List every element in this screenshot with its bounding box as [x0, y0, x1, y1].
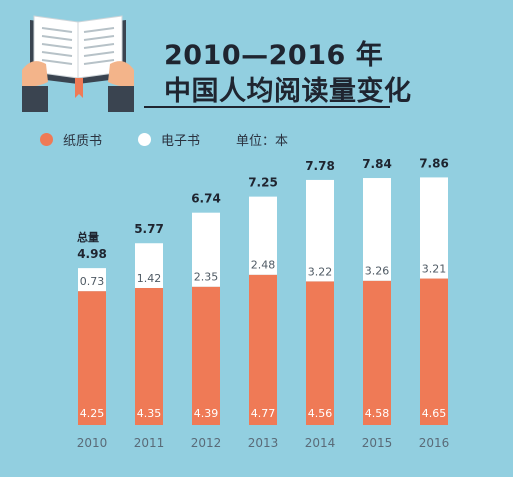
x-tick-label-2015: 2015	[362, 436, 393, 450]
x-tick-label-2011: 2011	[134, 436, 165, 450]
bar-ebook-2014	[306, 179, 334, 282]
total-label-2012: 6.74	[191, 192, 221, 206]
data-label-ebook-2015: 3.26	[365, 265, 390, 278]
x-tick-label-2014: 2014	[305, 436, 336, 450]
legend-label-paper: 纸质书	[63, 134, 103, 149]
unit-label: 单位：本	[236, 134, 289, 149]
bar-ebook-2016	[420, 177, 448, 279]
bar-ebook-2011	[135, 243, 163, 288]
data-label-paper-2014: 4.56	[308, 407, 333, 420]
legend-label-ebook: 电子书	[161, 134, 201, 149]
legend-item-ebook: 电子书	[138, 130, 200, 149]
chart-title-line2: 中国人均阅读量变化	[164, 76, 412, 107]
legend-swatch-paper	[40, 133, 53, 146]
x-tick-label-2013: 2013	[248, 436, 279, 450]
total-prefix-label: 总量	[77, 230, 99, 244]
data-label-ebook-2013: 2.48	[251, 259, 276, 272]
total-label-2013: 7.25	[248, 176, 278, 190]
legend-unit: 单位：本	[236, 130, 288, 149]
bar-paper-2010	[78, 291, 106, 425]
chart-title: 2010—2016 年 中国人均阅读量变化	[164, 38, 412, 110]
bar-ebook-2010	[78, 268, 106, 292]
bar-paper-2014	[306, 281, 334, 425]
data-label-ebook-2014: 3.22	[308, 265, 333, 278]
data-label-paper-2011: 4.35	[137, 407, 162, 420]
x-tick-label-2016: 2016	[419, 436, 450, 450]
legend-swatch-ebook	[138, 133, 152, 146]
open-book-hands-icon	[22, 15, 134, 112]
data-label-paper-2013: 4.77	[251, 407, 276, 420]
data-label-ebook-2016: 3.21	[422, 263, 447, 276]
total-label-2015: 7.84	[362, 157, 392, 171]
data-label-paper-2012: 4.39	[194, 407, 219, 420]
x-tick-label-2012: 2012	[191, 436, 222, 450]
x-tick-label-2010: 2010	[77, 436, 108, 450]
bar-paper-2013	[249, 274, 277, 425]
title-underline	[144, 106, 390, 108]
total-label-2010: 4.98	[77, 247, 107, 261]
bar-paper-2011	[135, 287, 163, 425]
legend: 纸质书 电子书 单位：本	[40, 130, 324, 149]
bar-ebook-2012	[192, 212, 220, 287]
total-label-2011: 5.77	[134, 222, 164, 236]
data-label-ebook-2012: 2.35	[194, 271, 219, 284]
data-label-ebook-2011: 1.42	[137, 272, 162, 285]
data-label-paper-2016: 4.65	[422, 407, 447, 420]
total-label-2014: 7.78	[305, 159, 335, 173]
bar-paper-2015	[363, 280, 391, 425]
data-label-paper-2015: 4.58	[365, 407, 390, 420]
legend-item-paper: 纸质书	[40, 130, 102, 149]
bar-ebook-2015	[363, 178, 391, 281]
total-label-2016: 7.86	[419, 156, 449, 170]
data-label-ebook-2010: 0.73	[80, 275, 105, 288]
bar-ebook-2013	[249, 196, 277, 275]
bar-paper-2016	[420, 278, 448, 425]
data-label-paper-2010: 4.25	[80, 407, 105, 420]
bar-paper-2012	[192, 286, 220, 425]
chart-title-line1: 2010—2016 年	[164, 40, 384, 71]
